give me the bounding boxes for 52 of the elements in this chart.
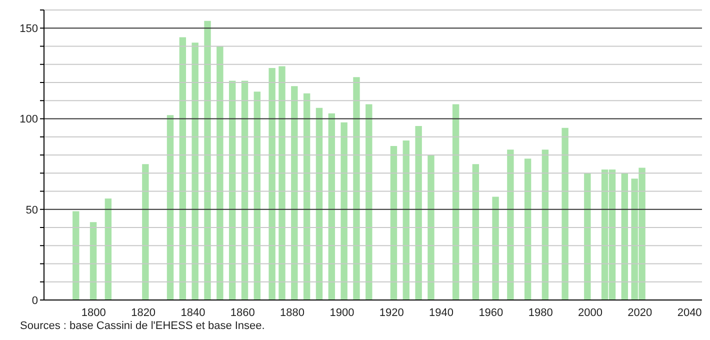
x-tick-label: 1960	[478, 306, 504, 319]
bar	[340, 122, 348, 300]
bar	[452, 104, 460, 300]
y-tick-label: 50	[26, 204, 38, 216]
bar	[254, 92, 261, 300]
x-tick-label: 1880	[280, 306, 305, 319]
bar	[142, 164, 149, 300]
bar	[524, 158, 532, 300]
x-tick-label: 1940	[429, 306, 454, 319]
bar	[278, 66, 286, 300]
bar	[241, 80, 248, 300]
bar	[366, 104, 372, 300]
bar	[166, 115, 174, 300]
x-tick-label: 1860	[230, 306, 255, 319]
x-tick-label: 2020	[628, 306, 652, 319]
bar	[104, 198, 112, 300]
x-tick-label: 1840	[180, 306, 206, 319]
x-tick-label: 1980	[528, 306, 553, 319]
bar	[204, 20, 211, 300]
bar	[303, 93, 310, 300]
x-tick-label: 1920	[379, 306, 404, 319]
bar	[415, 126, 422, 300]
x-tick-label: 2000	[578, 306, 603, 319]
bar	[507, 150, 514, 300]
x-tick-label: 2040	[677, 306, 702, 319]
bar	[621, 173, 628, 300]
bar	[228, 80, 236, 300]
x-tick-label: 1800	[81, 306, 106, 319]
bar	[328, 113, 336, 300]
bar	[402, 140, 410, 300]
y-tick-label: 150	[20, 23, 38, 36]
bar	[216, 46, 224, 300]
bar	[584, 173, 591, 300]
y-tick-label: 0	[32, 294, 38, 307]
bar	[179, 37, 186, 300]
bar	[268, 68, 276, 300]
bar	[492, 196, 499, 300]
bar	[542, 150, 549, 300]
x-tick-label: 1820	[131, 306, 156, 319]
bar	[291, 86, 298, 300]
bar	[316, 108, 323, 300]
source-note: Sources : base Cassini de l'EHESS et base Insee.	[20, 320, 265, 332]
bar	[353, 77, 360, 300]
bar	[72, 211, 80, 300]
x-tick-label: 1900	[330, 306, 354, 319]
bar	[90, 222, 97, 300]
bar	[562, 128, 568, 300]
bar	[428, 155, 434, 300]
bar	[390, 146, 398, 300]
y-tick-label: 100	[20, 114, 38, 126]
bar	[192, 42, 198, 300]
bar	[472, 164, 480, 300]
